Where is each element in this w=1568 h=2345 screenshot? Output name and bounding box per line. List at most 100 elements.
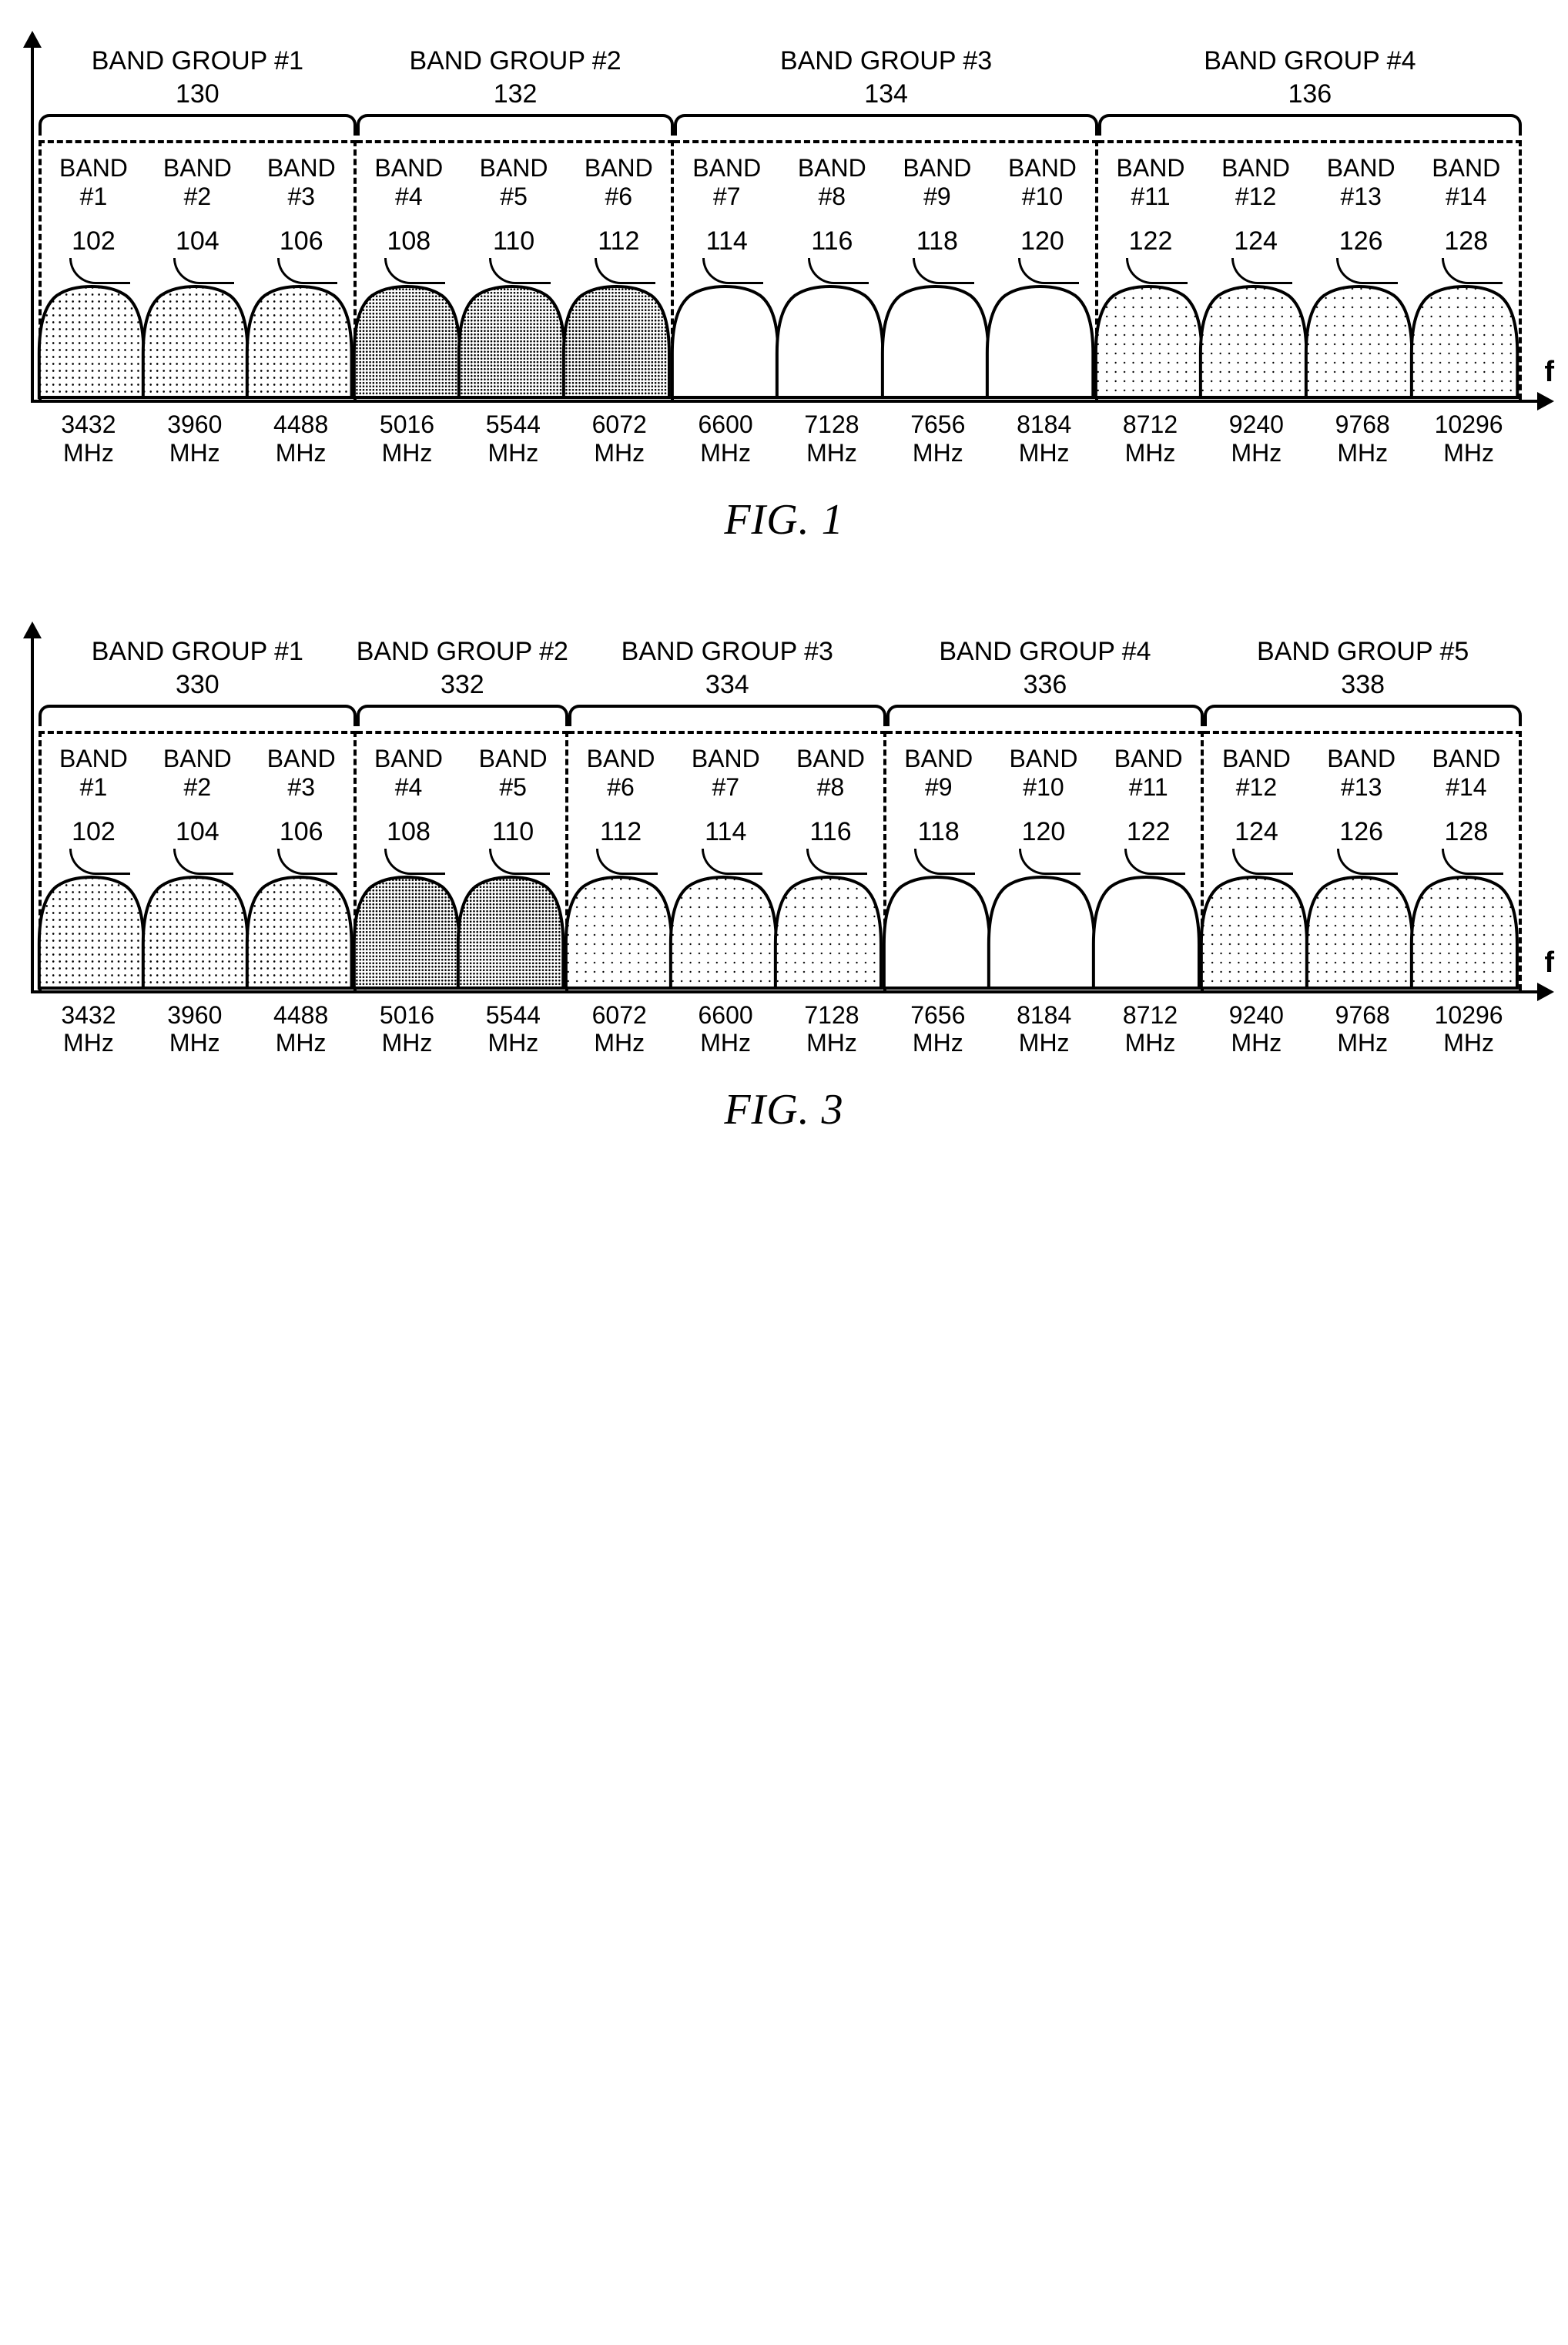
leader-line-icon xyxy=(806,849,867,875)
band-label: BAND xyxy=(1010,745,1078,773)
frequency-value: 6600 xyxy=(672,1001,779,1030)
frequency-value: 3960 xyxy=(142,410,248,439)
brace-icon xyxy=(568,705,886,726)
brace-icon xyxy=(357,114,675,136)
band-group: BAND GROUP #4136BAND#11122 BAND#12124 BA… xyxy=(1098,46,1522,400)
band-group-title: BAND GROUP #4 xyxy=(939,637,1151,667)
band-group: BAND GROUP #3334BAND#6112 BAND#7114 BAND… xyxy=(568,637,886,990)
leader-line-icon xyxy=(1442,849,1503,875)
band-number: #3 xyxy=(287,773,315,802)
leader-line-icon xyxy=(173,258,234,284)
band-label: BAND xyxy=(692,745,760,773)
band-label: BAND xyxy=(1222,745,1291,773)
frequency-value: 3960 xyxy=(142,1001,248,1030)
band-ref: 110 xyxy=(493,226,534,256)
band-shape xyxy=(561,284,672,400)
band-ref: 118 xyxy=(918,817,960,847)
band-number: #11 xyxy=(1131,183,1171,211)
band-group-ref: 336 xyxy=(1024,670,1067,700)
frequency-unit: MHz xyxy=(672,1029,779,1057)
band: BAND#2104 xyxy=(146,734,250,990)
brace-icon xyxy=(39,705,357,726)
band-ref: 116 xyxy=(809,817,851,847)
frequency-value: 4488 xyxy=(248,1001,354,1030)
frequency-value: 4488 xyxy=(248,410,354,439)
leader-line-icon xyxy=(914,849,975,875)
band-group-ref: 134 xyxy=(864,79,908,109)
band-ref: 108 xyxy=(387,226,431,256)
frequency-value: 8184 xyxy=(991,1001,1097,1030)
leader-line-icon xyxy=(595,258,655,284)
frequency-label: 6072MHz xyxy=(566,410,672,467)
band-group-box: BAND#1102 BAND#2104 BAND#3106 xyxy=(39,140,357,400)
band-label: BAND xyxy=(587,745,655,773)
leader-line-icon xyxy=(384,849,445,875)
frequency-unit: MHz xyxy=(885,1029,991,1057)
frequency-label: 3432MHz xyxy=(35,410,142,467)
frequency-unit: MHz xyxy=(566,439,672,467)
band-shape xyxy=(1199,875,1309,990)
leader-line-icon xyxy=(69,258,130,284)
band-shape xyxy=(773,875,883,990)
band-label: BAND xyxy=(374,154,443,183)
band: BAND#3106 xyxy=(250,143,353,400)
band-shape xyxy=(1198,284,1308,400)
band-label: BAND xyxy=(904,745,973,773)
brace-icon xyxy=(357,705,568,726)
band-ref: 128 xyxy=(1444,226,1488,256)
frequency-label: 10296MHz xyxy=(1416,410,1522,467)
band-group-box: BAND#7114 BAND#8116 BAND#9118 BAND#10120 xyxy=(674,140,1097,400)
frequency-value: 5016 xyxy=(354,410,461,439)
band-group-ref: 334 xyxy=(705,670,749,700)
band-number: #4 xyxy=(395,773,423,802)
frequency-value: 9768 xyxy=(1309,410,1416,439)
spectrum-chart: f BAND GROUP #1330BAND#1102 BA xyxy=(31,637,1537,993)
frequency-label: 9768MHz xyxy=(1309,410,1416,467)
frequency-unit: MHz xyxy=(672,439,779,467)
band: BAND#7114 xyxy=(674,143,779,400)
band-ref: 112 xyxy=(600,817,642,847)
band-number: #9 xyxy=(923,183,951,211)
figure: f BAND GROUP #1130BAND#1102 BAND#2104 BA… xyxy=(31,46,1537,544)
band: BAND#12124 xyxy=(1204,734,1308,990)
band-ref: 122 xyxy=(1127,817,1171,847)
band-ref: 102 xyxy=(72,226,116,256)
band-label: BAND xyxy=(1432,154,1500,183)
band-shape xyxy=(141,875,250,990)
frequency-label: 7656MHz xyxy=(885,410,991,467)
band: BAND#7114 xyxy=(673,734,778,990)
frequency-unit: MHz xyxy=(35,439,142,467)
frequency-unit: MHz xyxy=(779,439,885,467)
band-number: #7 xyxy=(712,773,739,802)
band-ref: 118 xyxy=(916,226,958,256)
frequency-value: 5544 xyxy=(460,1001,566,1030)
band-number: #8 xyxy=(817,773,845,802)
frequency-value: 9240 xyxy=(1203,410,1309,439)
leader-line-icon xyxy=(384,258,445,284)
band-shape xyxy=(457,284,567,400)
brace-icon xyxy=(39,114,357,136)
band-label: BAND xyxy=(267,154,336,183)
frequency-value: 10296 xyxy=(1416,1001,1522,1030)
frequency-label: 8184MHz xyxy=(991,1001,1097,1058)
band: BAND#6112 xyxy=(566,143,671,400)
band-group-title: BAND GROUP #1 xyxy=(92,637,303,667)
frequency-unit: MHz xyxy=(142,439,248,467)
leader-line-icon xyxy=(596,849,657,875)
band-label: BAND xyxy=(267,745,336,773)
band-ref: 104 xyxy=(176,226,219,256)
frequency-unit: MHz xyxy=(35,1029,142,1057)
band: BAND#14128 xyxy=(1413,143,1519,400)
band-group: BAND GROUP #1130BAND#1102 BAND#2104 BAND… xyxy=(39,46,357,400)
band: BAND#8116 xyxy=(778,734,883,990)
band-group-ref: 130 xyxy=(176,79,219,109)
band-shape xyxy=(352,875,461,990)
band: BAND#5110 xyxy=(461,734,565,990)
frequency-value: 8712 xyxy=(1097,1001,1204,1030)
frequency-label: 9240MHz xyxy=(1203,410,1309,467)
band-ref: 112 xyxy=(598,226,639,256)
figure-caption: FIG. 3 xyxy=(31,1085,1537,1134)
band-shape xyxy=(564,875,674,990)
frequency-unit: MHz xyxy=(460,439,566,467)
frequency-value: 5016 xyxy=(354,1001,461,1030)
